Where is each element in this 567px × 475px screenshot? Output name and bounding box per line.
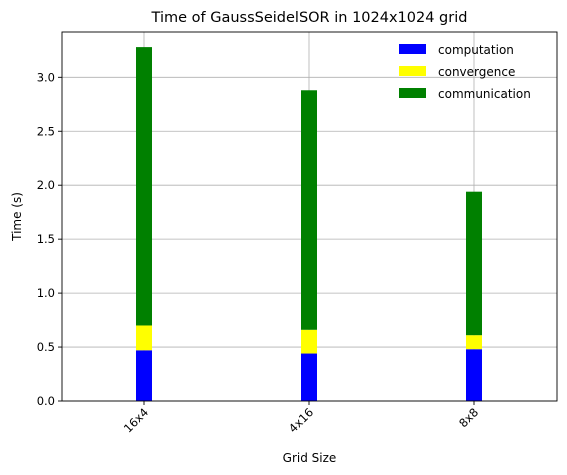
x-axis-label: Grid Size [283, 451, 337, 465]
bar-segment-convergence [136, 325, 152, 351]
x-tick-label: 16x4 [121, 405, 151, 435]
bar-segment-computation [136, 350, 152, 401]
y-tick-label: 0.5 [37, 340, 55, 354]
y-tick-label: 2.5 [37, 124, 55, 138]
bar-segment-convergence [466, 335, 482, 350]
bar-segment-computation [466, 349, 482, 401]
legend-label-convergence: convergence [438, 65, 515, 79]
bar-segment-computation [301, 353, 317, 401]
legend-swatch-computation [399, 44, 426, 54]
bars-layer [136, 47, 482, 401]
ticks-layer: 0.0 0.5 1.0 1.5 2.0 2.5 3.0 16x4 4x16 8x8 [37, 70, 481, 435]
bar-segment-communication [301, 90, 317, 330]
legend-label-computation: computation [438, 43, 514, 57]
y-tick-label: 1.5 [37, 232, 55, 246]
x-tick-label: 4x16 [286, 405, 316, 435]
y-axis-label: Time (s) [10, 192, 24, 242]
bar-segment-convergence [301, 329, 317, 354]
chart-title: Time of GaussSeidelSOR in 1024x1024 grid [151, 10, 468, 26]
legend-swatch-communication [399, 88, 426, 98]
y-tick-label: 2.0 [37, 178, 55, 192]
bar-segment-communication [466, 191, 482, 336]
y-tick-label: 1.0 [37, 286, 55, 300]
y-tick-label: 0.0 [37, 394, 55, 408]
y-tick-label: 3.0 [37, 70, 55, 84]
legend: computation convergence communication [399, 43, 531, 101]
plot-frame [61, 31, 558, 402]
legend-label-communication: communication [438, 87, 531, 101]
bar-segment-communication [136, 47, 152, 326]
legend-swatch-convergence [399, 66, 426, 76]
x-tick-label: 8x8 [456, 405, 481, 430]
